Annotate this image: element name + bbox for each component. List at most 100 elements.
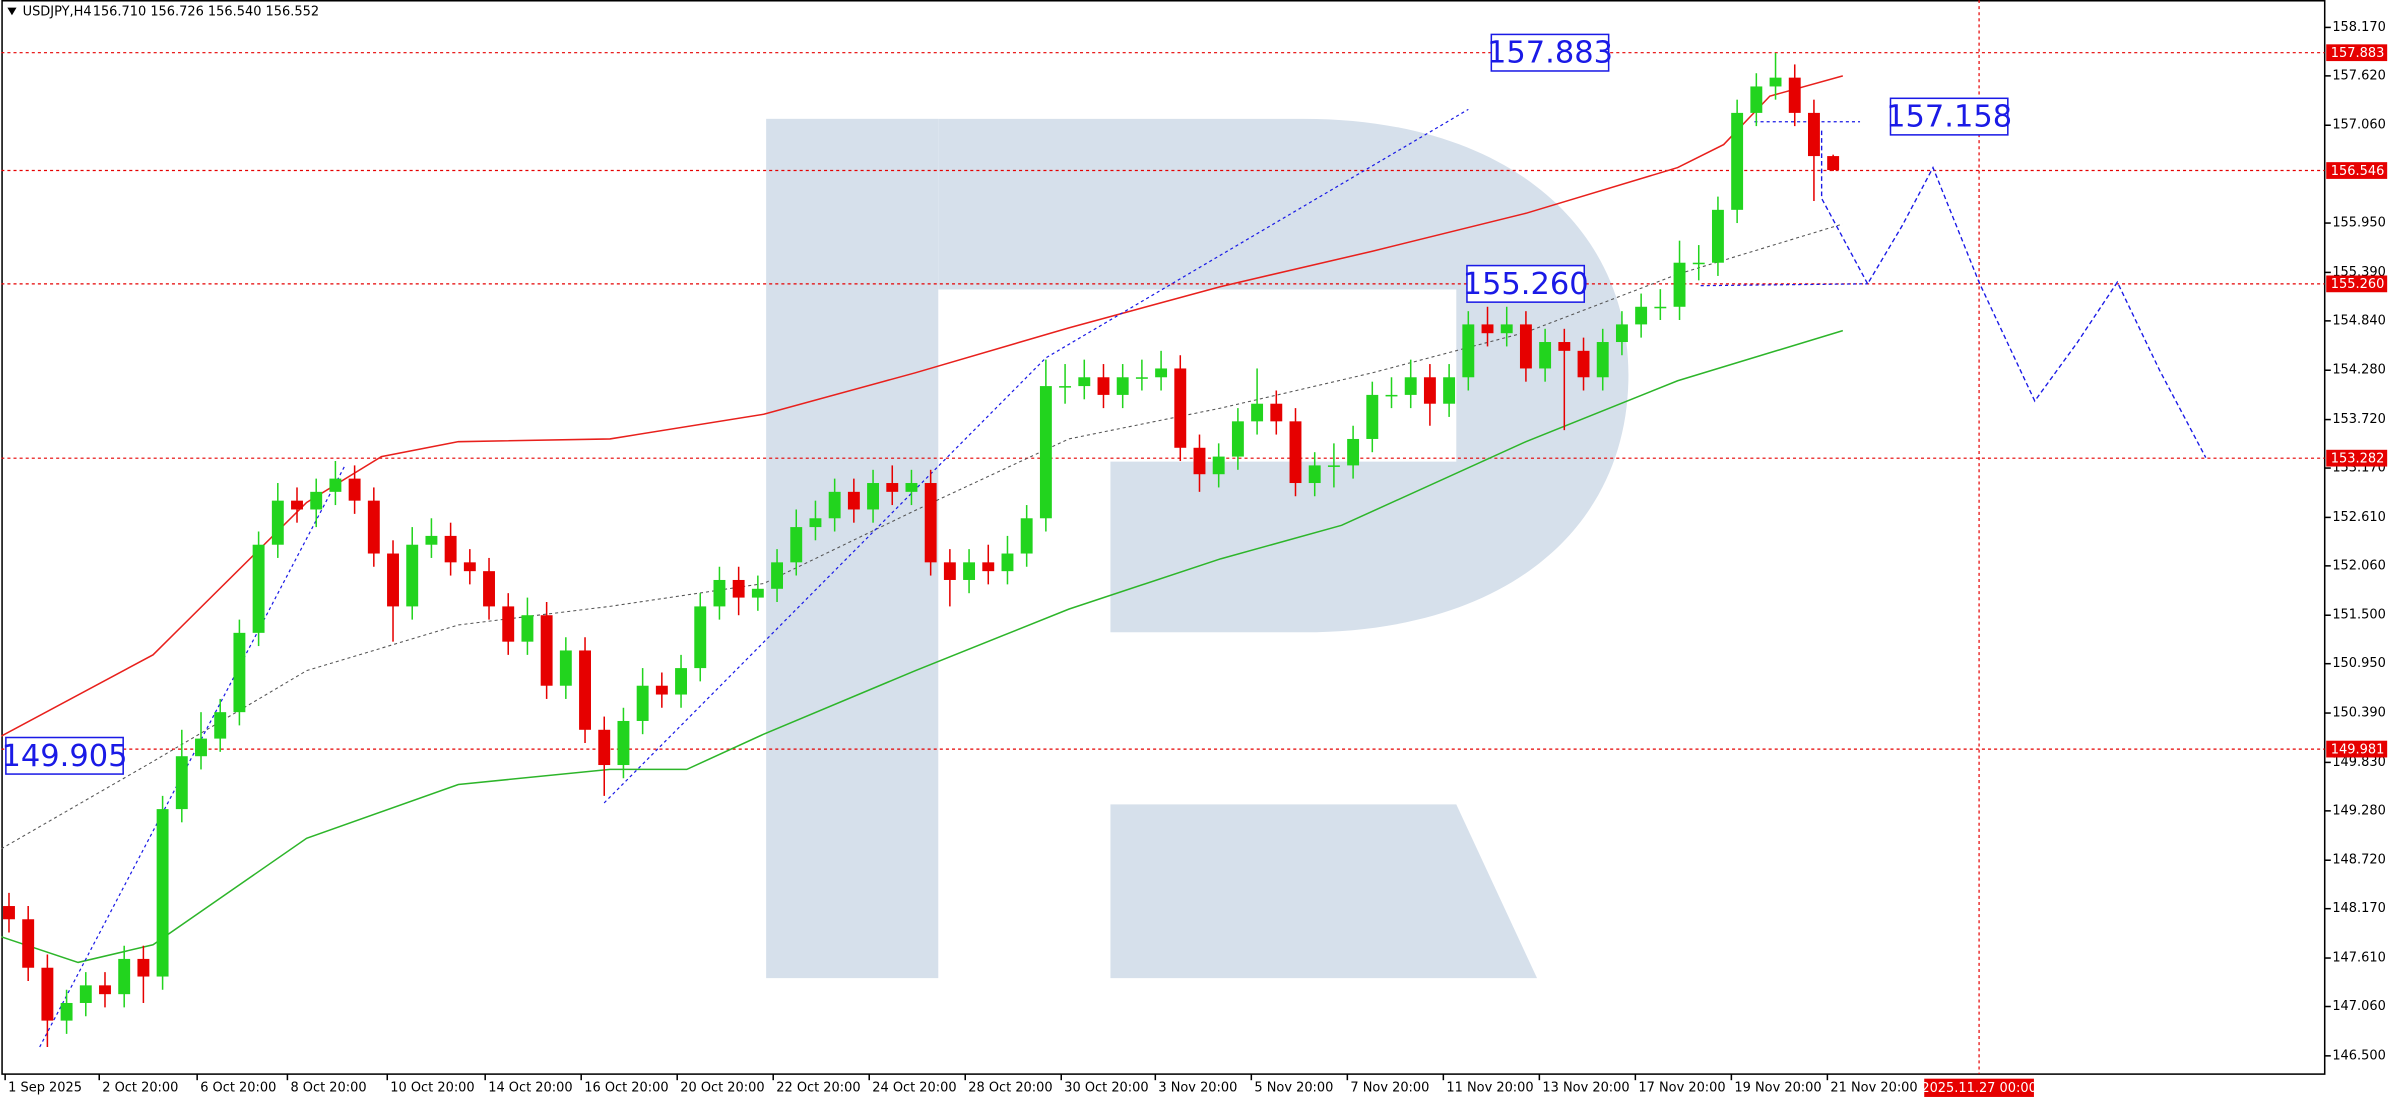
- candle-body: [1596, 342, 1609, 378]
- candle-body: [1078, 377, 1091, 387]
- level-label-box: [2326, 44, 2388, 62]
- level-label: 153.282: [2331, 451, 2385, 466]
- candle-body: [1500, 324, 1513, 334]
- y-tick-label: 147.060: [2332, 999, 2386, 1014]
- price-annotation-box: [5, 736, 124, 775]
- candle-body: [771, 562, 784, 589]
- candle-body: [655, 685, 668, 695]
- candle-body: [1462, 324, 1475, 378]
- time-label-box: [1924, 1078, 2034, 1097]
- candle-body: [1059, 386, 1072, 388]
- level-label-box: [2326, 162, 2388, 179]
- candle-body: [1193, 447, 1206, 475]
- x-tick-label: 6 Oct 20:00: [200, 1080, 276, 1095]
- candle-body: [1155, 368, 1168, 378]
- level-label: 155.260: [2331, 277, 2385, 292]
- plot-area: [1, 0, 2325, 1075]
- y-tick-label: 154.840: [2332, 313, 2386, 328]
- y-tick-label: 149.280: [2332, 803, 2386, 818]
- price-annotation-box: [1889, 97, 2009, 136]
- y-tick-label: 157.620: [2332, 68, 2386, 83]
- x-tick-label: 19 Nov 20:00: [1734, 1080, 1821, 1095]
- candle-body: [406, 544, 419, 607]
- candle-body: [22, 919, 35, 968]
- x-tick-label: 21 Nov 20:00: [1830, 1080, 1917, 1095]
- candle-body: [886, 483, 899, 492]
- candle-body: [751, 588, 764, 598]
- price-annotation: 149.905: [2, 739, 128, 774]
- x-tick-label: 11 Nov 20:00: [1446, 1080, 1533, 1095]
- candle-body: [1347, 438, 1360, 466]
- level-label: 157.883: [2331, 46, 2385, 61]
- candle-body: [598, 729, 611, 766]
- x-tick-label: 22 Oct 20:00: [776, 1080, 860, 1095]
- x-tick-label: 14 Oct 20:00: [488, 1080, 572, 1095]
- level-label-box: [2326, 449, 2388, 467]
- candle-body: [271, 500, 284, 545]
- candle-body: [1731, 112, 1744, 210]
- level-label: 149.981: [2331, 742, 2385, 757]
- y-tick-label: 150.390: [2332, 706, 2386, 721]
- x-tick-label: 24 Oct 20:00: [872, 1080, 956, 1095]
- candle-body: [175, 756, 188, 810]
- candle-body: [99, 985, 111, 995]
- candle-body: [1039, 386, 1052, 519]
- candle-body: [233, 632, 246, 713]
- candle-body: [329, 478, 342, 492]
- candle-body: [137, 958, 150, 977]
- candle-body: [79, 985, 92, 1003]
- candle-body: [1807, 112, 1820, 157]
- candle-body: [1654, 306, 1667, 309]
- candle-body: [1519, 324, 1532, 369]
- plot-frame: [1, 0, 2326, 1075]
- watermark-logo: [766, 118, 1629, 979]
- candle-body: [1692, 262, 1705, 265]
- x-tick-label: 28 Oct 20:00: [968, 1080, 1052, 1095]
- price-annotation: 155.260: [1463, 267, 1589, 302]
- candle-body: [1366, 394, 1379, 439]
- y-tick-label: 152.060: [2332, 558, 2386, 573]
- candle-body: [713, 579, 726, 607]
- candle-body: [348, 478, 361, 501]
- candle-body: [310, 491, 323, 510]
- candle-body: [1769, 77, 1782, 87]
- y-tick-label: 147.610: [2332, 951, 2386, 966]
- chart-title: USDJPY,H4: [23, 5, 92, 20]
- candle-body: [1750, 86, 1763, 113]
- candle-body: [1116, 377, 1129, 395]
- x-tick-label: 30 Oct 20:00: [1064, 1080, 1148, 1095]
- y-tick-label: 150.950: [2332, 656, 2386, 671]
- candle-body: [463, 562, 476, 572]
- candle-body: [1615, 324, 1628, 343]
- candle-body: [636, 685, 649, 721]
- candle-body: [1481, 324, 1494, 334]
- candle-body: [579, 650, 591, 730]
- candle-body: [675, 668, 687, 695]
- candle-body: [1558, 342, 1571, 351]
- candle-body: [982, 562, 995, 572]
- level-label-box: [2326, 275, 2388, 293]
- candle-body: [1827, 156, 1840, 170]
- x-tick-label: 20 Oct 20:00: [680, 1080, 764, 1095]
- candle-body: [1635, 306, 1648, 325]
- candle-body: [1097, 377, 1110, 395]
- candle-body: [60, 1002, 73, 1021]
- candle-body: [559, 650, 572, 686]
- candle-body: [1673, 262, 1686, 307]
- x-tick-label: 3 Nov 20:00: [1158, 1080, 1237, 1095]
- candle-body: [3, 906, 15, 920]
- level-label: 156.546: [2331, 164, 2385, 179]
- candle-body: [521, 615, 534, 642]
- moving-average: [1, 329, 1844, 964]
- y-tick-label: 153.720: [2332, 412, 2386, 427]
- x-tick-label: 10 Oct 20:00: [390, 1080, 474, 1095]
- y-tick-label: 151.500: [2332, 608, 2386, 623]
- candle-body: [1577, 350, 1590, 378]
- y-tick-label: 152.610: [2332, 510, 2386, 525]
- candle-body: [1423, 377, 1436, 404]
- candle-body: [1020, 518, 1033, 554]
- price-annotation-box: [1490, 33, 1610, 72]
- header-arrow: [7, 7, 17, 16]
